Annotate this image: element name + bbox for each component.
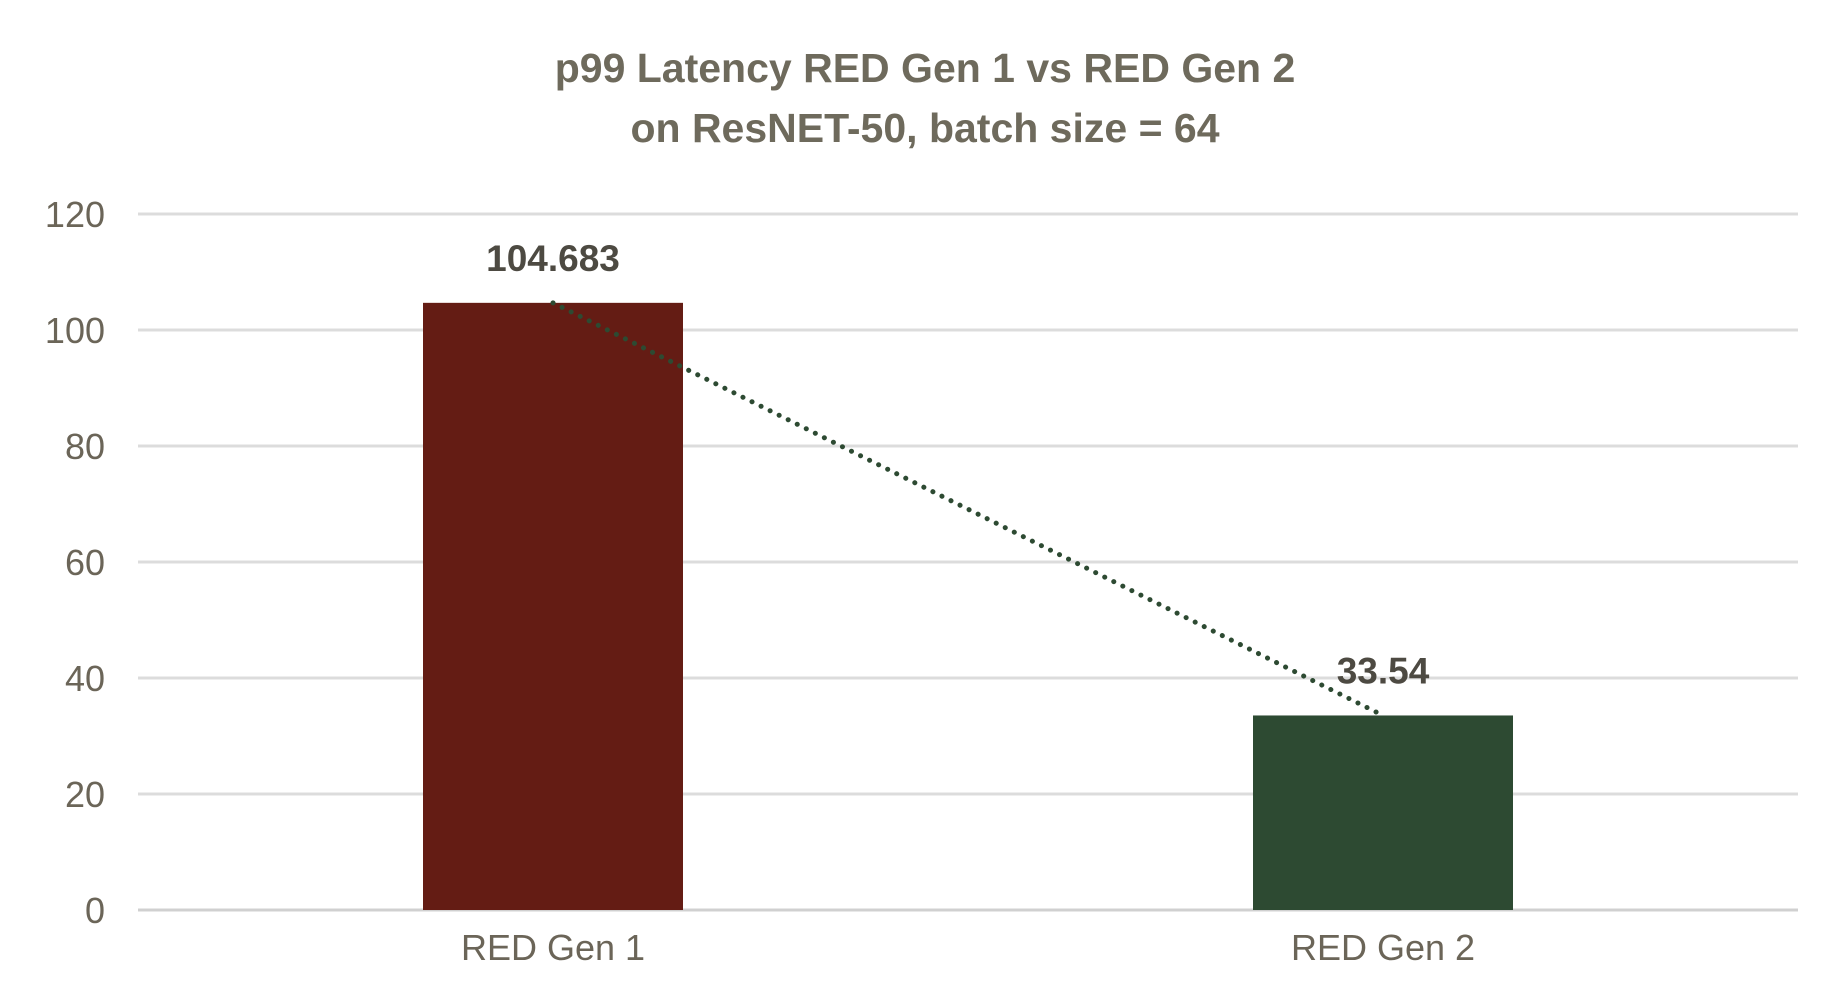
x-category-label: RED Gen 1: [461, 927, 645, 968]
y-tick-label: 100: [45, 310, 105, 351]
y-tick-label: 20: [65, 774, 105, 815]
chart-subtitle: on ResNET-50, batch size = 64: [630, 105, 1219, 151]
data-label: 104.683: [486, 238, 620, 279]
y-tick-label: 0: [85, 890, 105, 931]
bar-1: [423, 302, 683, 910]
chart-title: p99 Latency RED Gen 1 vs RED Gen 2: [555, 45, 1296, 91]
x-category-label: RED Gen 2: [1291, 927, 1475, 968]
bar-2: [1253, 715, 1513, 910]
y-tick-label: 40: [65, 658, 105, 699]
y-tick-label: 80: [65, 426, 105, 467]
trendline: [550, 300, 1386, 718]
data-label: 33.54: [1337, 650, 1430, 691]
y-tick-label: 60: [65, 542, 105, 583]
y-tick-label: 120: [45, 194, 105, 235]
